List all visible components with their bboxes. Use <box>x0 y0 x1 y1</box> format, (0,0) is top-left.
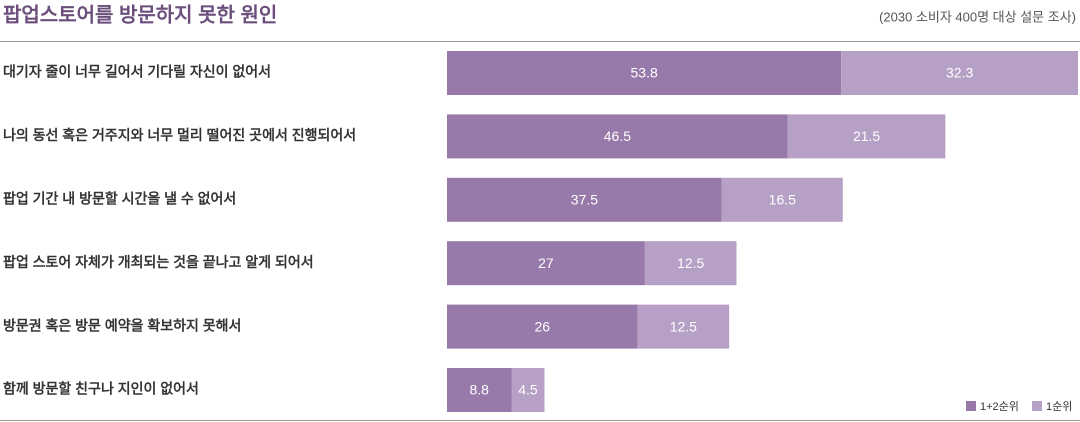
category-label: 팝업 스토어 자체가 개최되는 것을 끝나고 알게 되어서 <box>3 254 314 270</box>
value-label: 12.5 <box>670 318 697 334</box>
bar-segment <box>447 177 722 222</box>
bar-segment <box>447 114 788 159</box>
legend-swatch <box>1032 401 1042 411</box>
bar-segment <box>841 51 1078 95</box>
value-label: 32.3 <box>946 65 973 81</box>
bar-segment <box>447 304 638 349</box>
value-label: 37.5 <box>571 192 598 208</box>
category-label: 나의 동선 혹은 거주지와 너무 멀리 떨어진 곳에서 진행되어서 <box>3 127 356 143</box>
bar-segment <box>721 177 843 222</box>
bar-segment <box>644 241 737 286</box>
value-label: 12.5 <box>677 255 704 271</box>
bar-segment <box>447 241 645 286</box>
legend-swatch <box>966 401 976 411</box>
category-label: 방문권 혹은 방문 예약을 확보하지 못해서 <box>3 317 241 333</box>
value-label: 27 <box>538 255 554 271</box>
value-label: 4.5 <box>518 382 538 398</box>
bar-segment <box>637 304 730 349</box>
value-label: 21.5 <box>853 128 880 144</box>
value-label: 26 <box>534 318 550 334</box>
category-label: 함께 방문할 친구나 지인이 없어서 <box>3 381 199 397</box>
value-label: 8.8 <box>470 382 490 398</box>
category-label: 팝업 기간 내 방문할 시간을 낼 수 없어서 <box>3 191 236 207</box>
chart-title: 팝업스토어를 방문하지 못한 원인 <box>3 3 277 26</box>
value-label: 46.5 <box>604 128 631 144</box>
value-label: 53.8 <box>631 65 658 81</box>
chart-subtitle: (2030 소비자 400명 대상 설문 조사) <box>879 9 1076 24</box>
legend-label: 1+2순위 <box>980 400 1019 413</box>
value-label: 16.5 <box>769 192 796 208</box>
bar-segment <box>787 114 946 159</box>
category-label: 대기자 줄이 너무 길어서 기다릴 자신이 없어서 <box>3 64 271 80</box>
bar-segment <box>511 368 545 412</box>
bar-segment <box>447 51 842 95</box>
bar-segment <box>447 368 512 412</box>
legend-label: 1순위 <box>1046 400 1072 413</box>
